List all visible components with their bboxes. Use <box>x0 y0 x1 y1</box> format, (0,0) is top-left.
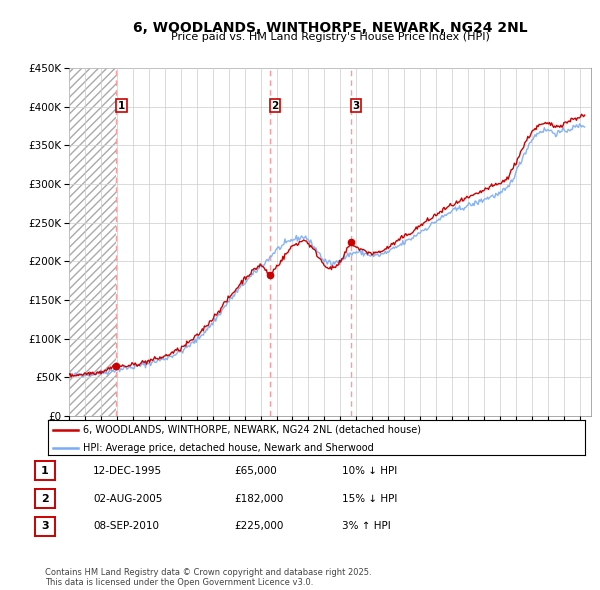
Text: Price paid vs. HM Land Registry's House Price Index (HPI): Price paid vs. HM Land Registry's House … <box>170 32 490 42</box>
Text: 15% ↓ HPI: 15% ↓ HPI <box>342 494 397 503</box>
Text: 3: 3 <box>353 101 360 111</box>
Text: £182,000: £182,000 <box>234 494 283 503</box>
Text: 3: 3 <box>41 522 49 531</box>
Text: 2: 2 <box>41 494 49 503</box>
Text: 02-AUG-2005: 02-AUG-2005 <box>93 494 163 503</box>
Text: 6, WOODLANDS, WINTHORPE, NEWARK, NG24 2NL: 6, WOODLANDS, WINTHORPE, NEWARK, NG24 2N… <box>133 21 527 35</box>
Text: £65,000: £65,000 <box>234 466 277 476</box>
Text: 08-SEP-2010: 08-SEP-2010 <box>93 522 159 531</box>
Text: 1: 1 <box>41 466 49 476</box>
Text: HPI: Average price, detached house, Newark and Sherwood: HPI: Average price, detached house, Newa… <box>83 442 374 453</box>
Bar <box>69 68 116 416</box>
Text: Contains HM Land Registry data © Crown copyright and database right 2025.
This d: Contains HM Land Registry data © Crown c… <box>45 568 371 587</box>
Text: £225,000: £225,000 <box>234 522 283 531</box>
Text: 12-DEC-1995: 12-DEC-1995 <box>93 466 162 476</box>
Text: 1: 1 <box>118 101 125 111</box>
Text: 10% ↓ HPI: 10% ↓ HPI <box>342 466 397 476</box>
Text: 2: 2 <box>271 101 278 111</box>
Text: 6, WOODLANDS, WINTHORPE, NEWARK, NG24 2NL (detached house): 6, WOODLANDS, WINTHORPE, NEWARK, NG24 2N… <box>83 425 421 435</box>
Text: 3% ↑ HPI: 3% ↑ HPI <box>342 522 391 531</box>
